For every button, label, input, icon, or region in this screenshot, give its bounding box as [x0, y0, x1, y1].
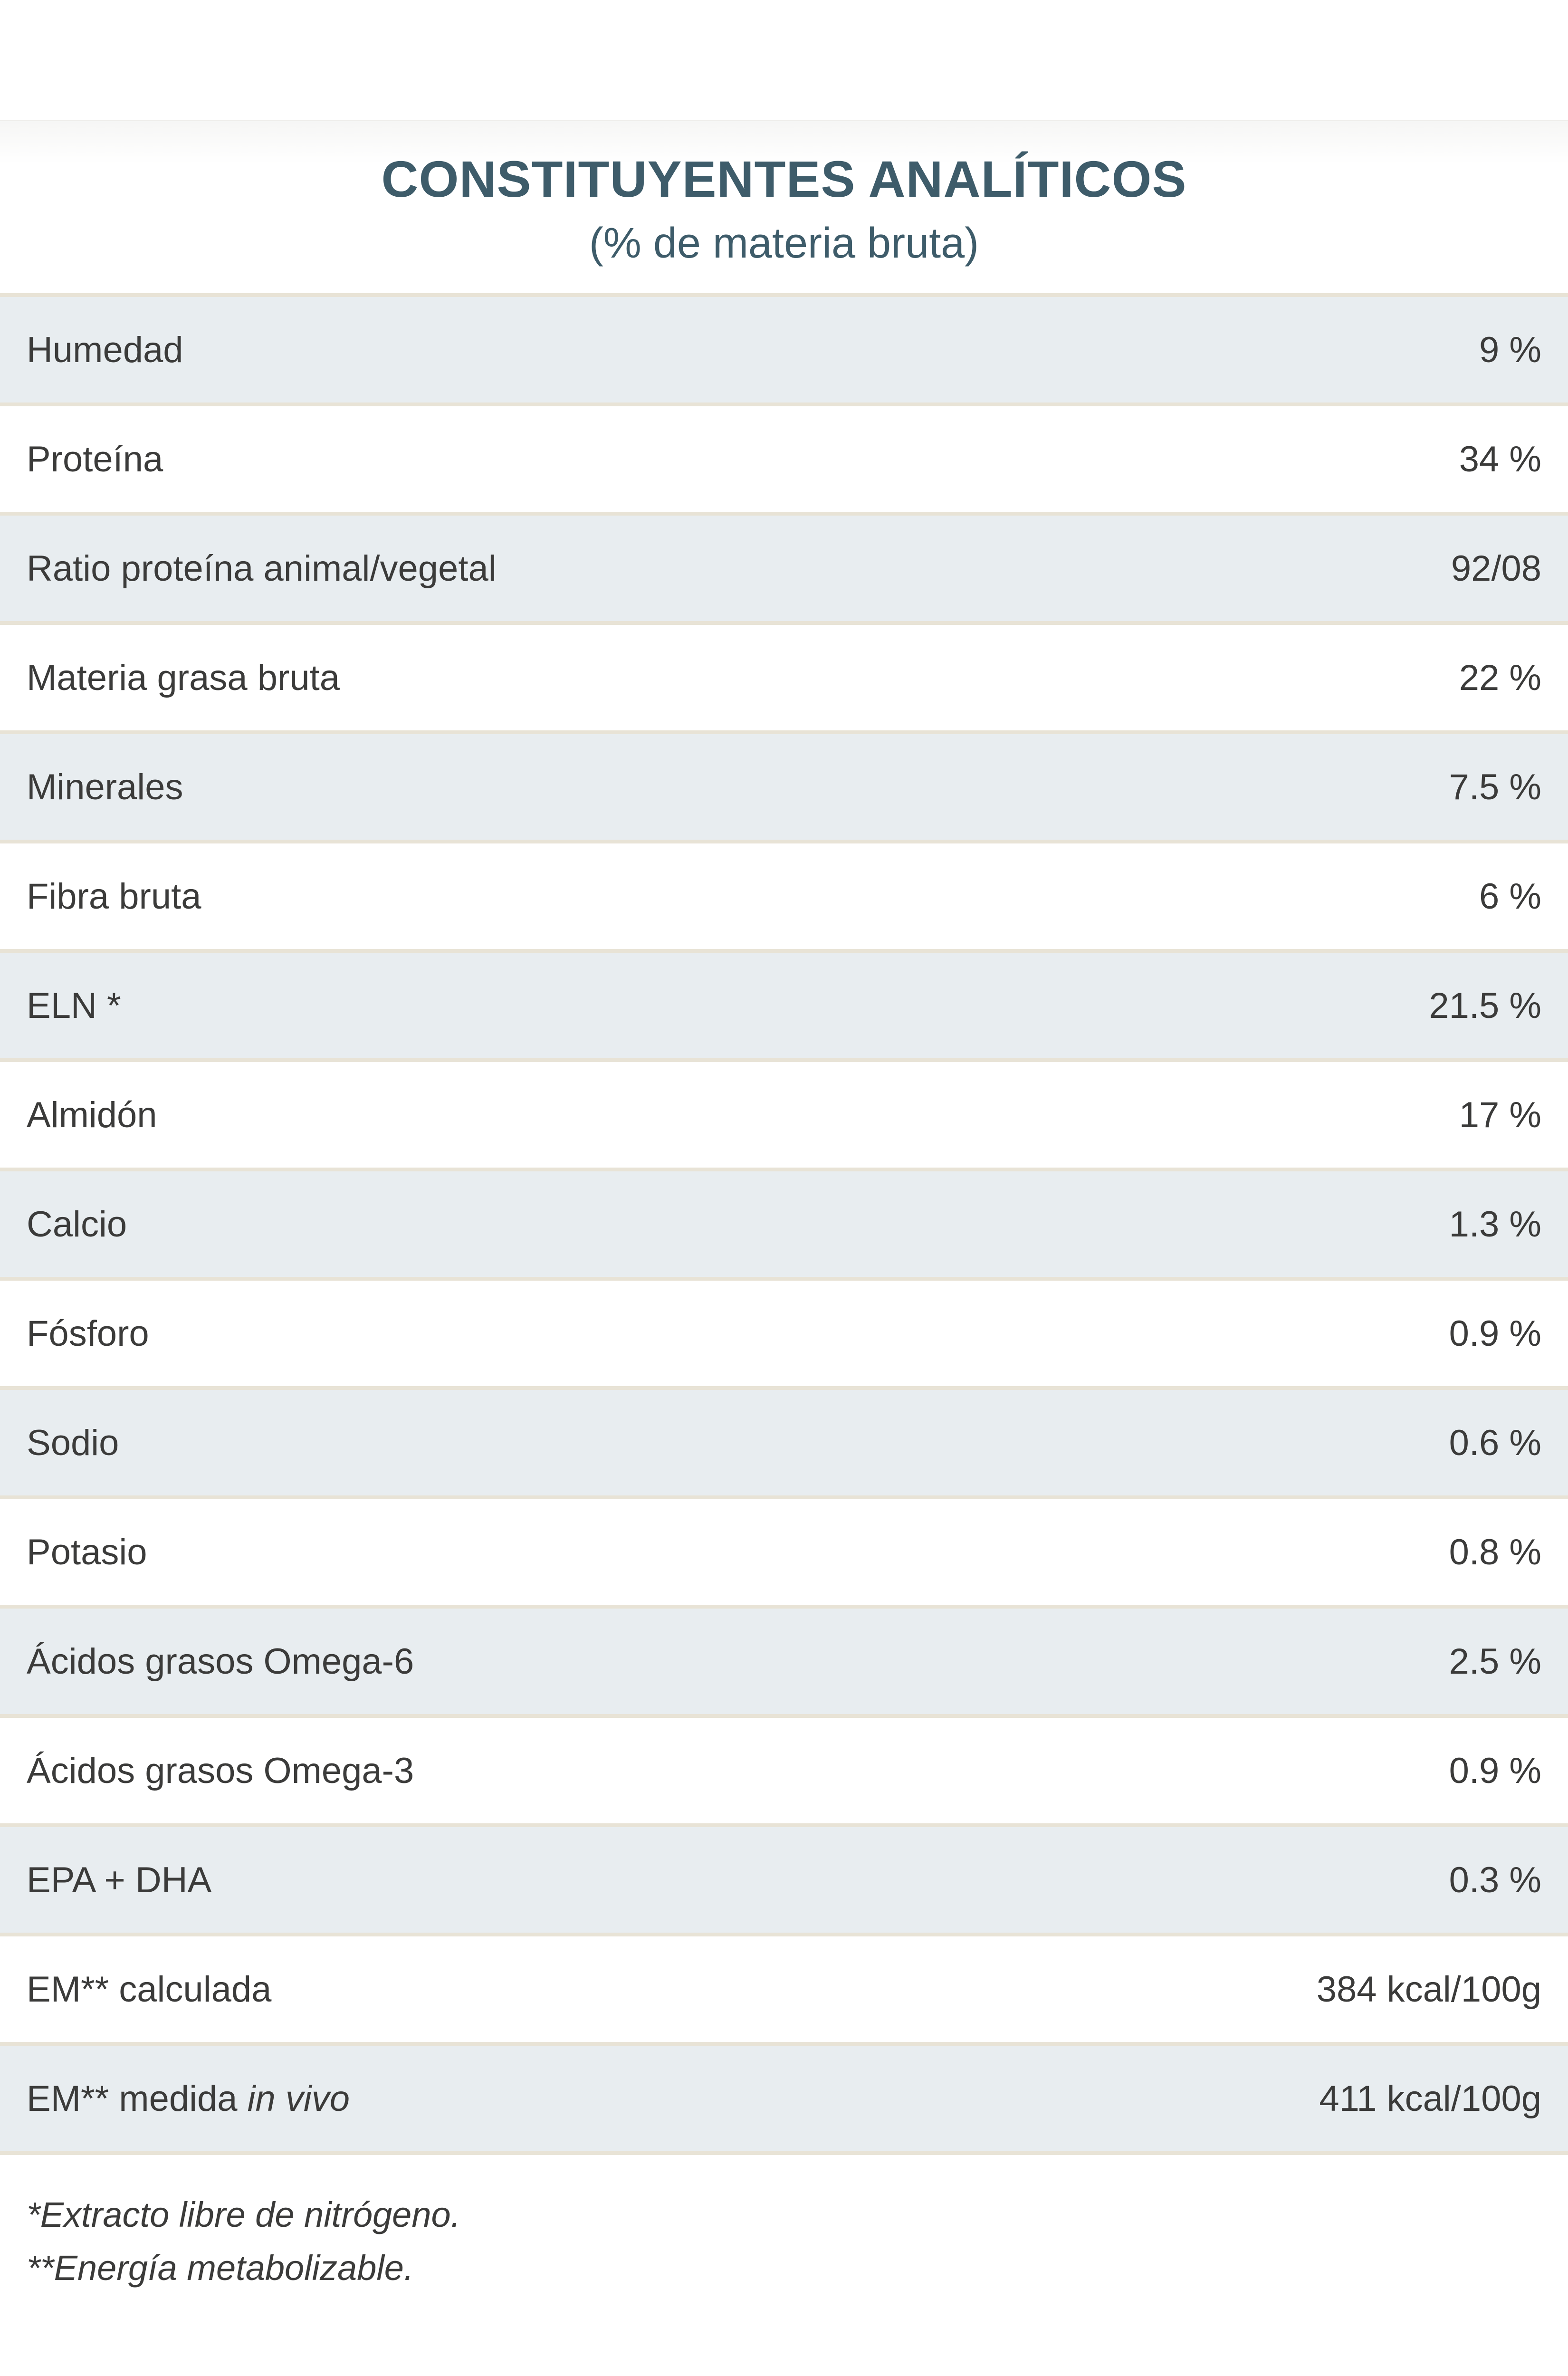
- table-row: Almidón 17 %: [0, 1058, 1568, 1168]
- row-label: EM** medida in vivo: [27, 2078, 350, 2119]
- row-label: EPA + DHA: [27, 1859, 212, 1900]
- row-label: Almidón: [27, 1094, 157, 1135]
- row-value: 0.3 %: [1449, 1859, 1541, 1900]
- row-label: Ácidos grasos Omega-3: [27, 1750, 414, 1791]
- row-value: 17 %: [1459, 1094, 1541, 1135]
- table-row: Sodio 0.6 %: [0, 1386, 1568, 1495]
- row-value: 2.5 %: [1449, 1641, 1541, 1682]
- table-row: Humedad 9 %: [0, 293, 1568, 402]
- row-label: ELN *: [27, 985, 121, 1026]
- row-label: Sodio: [27, 1422, 119, 1463]
- row-label: Humedad: [27, 329, 183, 370]
- row-label: EM** calculada: [27, 1969, 272, 2010]
- table-row: Minerales 7.5 %: [0, 730, 1568, 840]
- row-value: 6 %: [1479, 876, 1541, 917]
- row-label: Proteína: [27, 439, 163, 479]
- row-value: 411 kcal/100g: [1319, 2078, 1541, 2119]
- table-row: Ácidos grasos Omega-6 2.5 %: [0, 1605, 1568, 1714]
- table-row: Calcio 1.3 %: [0, 1168, 1568, 1277]
- table-row: EM** medida in vivo 411 kcal/100g: [0, 2042, 1568, 2151]
- table-header: CONSTITUYENTES ANALÍTICOS (% de materia …: [0, 120, 1568, 293]
- row-label: Minerales: [27, 766, 183, 807]
- row-label-italic: in vivo: [247, 2078, 350, 2119]
- row-value: 0.8 %: [1449, 1532, 1541, 1572]
- row-value: 22 %: [1459, 657, 1541, 698]
- table-row: EM** calculada 384 kcal/100g: [0, 1933, 1568, 2042]
- row-label-text: EM** medida: [27, 2078, 248, 2119]
- analytical-constituents-table: Humedad 9 % Proteína 34 % Ratio proteína…: [0, 293, 1568, 2155]
- row-label: Ácidos grasos Omega-6: [27, 1641, 414, 1682]
- row-label: Materia grasa bruta: [27, 657, 340, 698]
- table-row: Potasio 0.8 %: [0, 1495, 1568, 1605]
- row-value: 7.5 %: [1449, 766, 1541, 807]
- footnote-em: **Energía metabolizable.: [27, 2248, 414, 2288]
- row-value: 0.6 %: [1449, 1422, 1541, 1463]
- row-label: Calcio: [27, 1204, 127, 1245]
- page-title: CONSTITUYENTES ANALÍTICOS: [381, 150, 1187, 208]
- table-row: Ratio proteína animal/vegetal 92/08: [0, 512, 1568, 621]
- footnotes: *Extracto libre de nitrógeno. **Energía …: [27, 2188, 1541, 2295]
- table-row: Proteína 34 %: [0, 402, 1568, 512]
- row-label: Fibra bruta: [27, 876, 201, 917]
- row-value: 0.9 %: [1449, 1313, 1541, 1354]
- row-value: 92/08: [1451, 548, 1541, 589]
- row-value: 1.3 %: [1449, 1204, 1541, 1245]
- table-row: Materia grasa bruta 22 %: [0, 621, 1568, 730]
- table-row: Fósforo 0.9 %: [0, 1277, 1568, 1386]
- row-label: Potasio: [27, 1532, 147, 1572]
- row-value: 384 kcal/100g: [1316, 1969, 1541, 2010]
- row-label: Ratio proteína animal/vegetal: [27, 548, 497, 589]
- row-value: 21.5 %: [1429, 985, 1541, 1026]
- footnote-eln: *Extracto libre de nitrógeno.: [27, 2195, 461, 2234]
- page-subtitle: (% de materia bruta): [589, 219, 979, 267]
- row-value: 0.9 %: [1449, 1750, 1541, 1791]
- table-row: ELN * 21.5 %: [0, 949, 1568, 1058]
- table-row: Ácidos grasos Omega-3 0.9 %: [0, 1714, 1568, 1823]
- table-row: EPA + DHA 0.3 %: [0, 1823, 1568, 1933]
- table-row: Fibra bruta 6 %: [0, 840, 1568, 949]
- row-value: 34 %: [1459, 439, 1541, 479]
- row-label: Fósforo: [27, 1313, 149, 1354]
- row-value: 9 %: [1479, 329, 1541, 370]
